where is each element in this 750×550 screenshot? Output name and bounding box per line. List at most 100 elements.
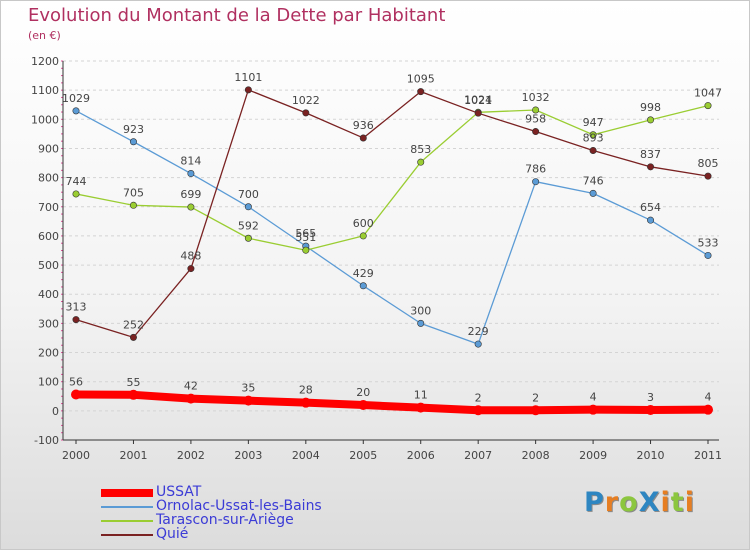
data-label: 853	[410, 143, 431, 156]
x-tick-label: 2011	[694, 449, 722, 462]
legend-swatch-ussat	[101, 489, 153, 497]
x-tick-label: 2003	[234, 449, 262, 462]
data-label: 998	[640, 101, 661, 114]
series-point-1	[417, 319, 425, 327]
series-point-2	[187, 203, 195, 211]
y-tick-label: 1100	[31, 84, 59, 97]
data-label: 699	[180, 188, 201, 201]
y-tick-label: 0	[52, 405, 59, 418]
legend-swatch-tarascon	[101, 520, 153, 522]
series-point-0	[300, 397, 311, 408]
data-label: 947	[583, 116, 604, 129]
series-point-3	[532, 128, 540, 136]
y-tick-label: 1000	[31, 113, 59, 126]
series-point-3	[359, 134, 367, 142]
series-point-1	[72, 107, 80, 115]
legend-label-quie: Quié	[156, 526, 189, 542]
y-tick-label: 500	[38, 259, 59, 272]
series-point-0	[128, 389, 139, 400]
data-label: 654	[640, 201, 661, 214]
series-point-1	[474, 340, 482, 348]
series-point-3	[129, 333, 137, 341]
series-point-0	[473, 405, 484, 416]
series-point-2	[302, 246, 310, 254]
x-tick-label: 2000	[62, 449, 90, 462]
series-point-2	[359, 232, 367, 240]
x-tick-label: 2006	[407, 449, 435, 462]
series-point-0	[703, 404, 713, 415]
data-label: 20	[356, 386, 370, 399]
series-point-1	[359, 282, 367, 290]
data-label: 837	[640, 148, 661, 161]
legend-swatch-quie	[101, 534, 153, 536]
data-label: 565	[295, 227, 316, 240]
legend-label-ornolac: Ornolac-Ussat-les-Bains	[156, 498, 322, 514]
series-point-3	[244, 86, 252, 94]
data-label: 429	[353, 267, 374, 280]
legend-label-ussat: USSAT	[156, 484, 202, 500]
series-point-2	[244, 234, 252, 242]
series-point-0	[71, 389, 81, 400]
data-label: 936	[353, 119, 374, 132]
data-label: 592	[238, 219, 259, 232]
y-tick-label: 800	[38, 172, 59, 185]
y-tick-label: -100	[34, 434, 59, 447]
legend-item-ussat: USSAT	[101, 484, 421, 500]
series-line-0	[72, 390, 712, 415]
series-point-3	[72, 316, 80, 324]
series-point-0	[588, 404, 599, 415]
series-point-3	[589, 147, 597, 155]
series-point-1	[129, 138, 137, 146]
y-tick-label: 1200	[31, 55, 59, 68]
series-point-3	[417, 88, 425, 96]
data-label: 600	[353, 217, 374, 230]
data-label: 300	[410, 304, 431, 317]
data-label: 923	[123, 123, 144, 136]
series-point-3	[302, 109, 310, 117]
data-label: 488	[180, 250, 201, 263]
data-label: 744	[66, 175, 87, 188]
data-label: 2	[532, 391, 539, 404]
series-point-0	[358, 400, 369, 411]
data-label: 56	[69, 376, 83, 389]
legend-swatch-ornolac	[101, 506, 153, 508]
y-tick-label: 100	[38, 376, 59, 389]
series-point-3	[704, 172, 712, 180]
series-point-2	[417, 158, 425, 166]
series-point-2	[129, 201, 137, 209]
series-point-0	[530, 405, 541, 416]
y-tick-label: 700	[38, 201, 59, 214]
data-label: 4	[590, 391, 597, 404]
series-point-2	[532, 106, 540, 114]
data-label: 893	[583, 132, 604, 145]
series-point-1	[244, 203, 252, 211]
x-tick-label: 2004	[292, 449, 320, 462]
data-label: 252	[123, 318, 144, 331]
data-label: 3	[647, 391, 654, 404]
series-line-3	[75, 89, 709, 339]
data-label: 1032	[522, 91, 550, 104]
proxiti-logo: ProXiti	[584, 487, 695, 518]
series-point-3	[647, 163, 655, 171]
x-tick-label: 2005	[349, 449, 377, 462]
x-tick-label: 2009	[579, 449, 607, 462]
series-point-2	[647, 116, 655, 124]
data-label: 229	[468, 325, 489, 338]
data-label: 705	[123, 186, 144, 199]
data-label: 814	[180, 155, 201, 168]
x-tick-label: 2008	[522, 449, 550, 462]
series-line-1	[75, 110, 709, 345]
series-point-1	[647, 216, 655, 224]
data-label: 11	[414, 389, 428, 402]
x-tick-label: 2002	[177, 449, 205, 462]
data-label: 805	[698, 157, 719, 170]
data-label: 4	[705, 391, 712, 404]
data-label: 958	[525, 113, 546, 126]
data-label: 42	[184, 380, 198, 393]
data-label: 1047	[694, 87, 722, 100]
series-point-2	[589, 131, 597, 139]
chart-subtitle: (en €)	[28, 29, 61, 42]
data-labels: 1029 923 814 700 565 429 300 229 786 746 654 533 744…	[62, 71, 722, 404]
data-label: 786	[525, 163, 546, 176]
chart-title: Evolution du Montant de la Dette par Hab…	[28, 5, 446, 26]
